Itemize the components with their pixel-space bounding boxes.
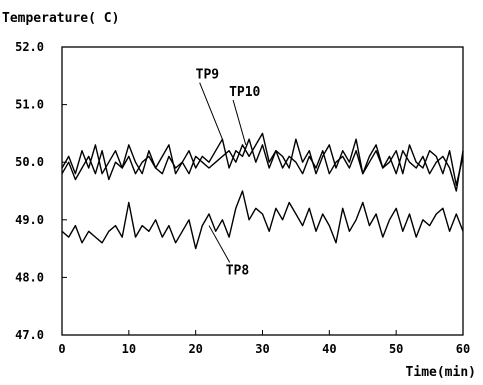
series-line-tp10 [61,132,464,192]
y-tick-label: 51.0 [15,98,44,112]
annotation-leader-line [208,225,231,263]
series-label-tp8: TP8 [226,264,250,279]
series-label-tp10: TP10 [229,85,260,100]
x-tick-label: 60 [456,342,470,356]
axis-ticks: 0 10 20 30 40 50 60 52.0 51.0 50.0 49.0 48.0 47.0 [15,40,470,356]
series-line-tp8 [61,190,464,250]
series-line-tp9 [61,138,464,186]
annotation-leader-line [199,82,223,140]
y-axis-title: Temperature( C) [2,11,119,26]
series-label-tp9: TP9 [196,68,219,83]
annotation-leader-line [232,99,247,146]
series-annotations: TP9 TP10 TP8 [196,68,261,279]
x-tick-label: 10 [122,342,136,356]
plot-frame [61,46,464,336]
x-tick-label: 0 [58,342,65,356]
x-tick-label: 40 [322,342,336,356]
x-axis-title: Time(min) [406,365,476,380]
y-tick-label: 52.0 [15,40,44,54]
y-tick-label: 48.0 [15,270,44,284]
series-group [61,132,464,250]
x-tick-label: 20 [188,342,202,356]
x-tick-label: 50 [389,342,403,356]
x-tick-label: 30 [255,342,269,356]
y-tick-label: 50.0 [15,155,44,169]
y-tick-label: 49.0 [15,213,44,227]
y-tick-label: 47.0 [15,328,44,342]
